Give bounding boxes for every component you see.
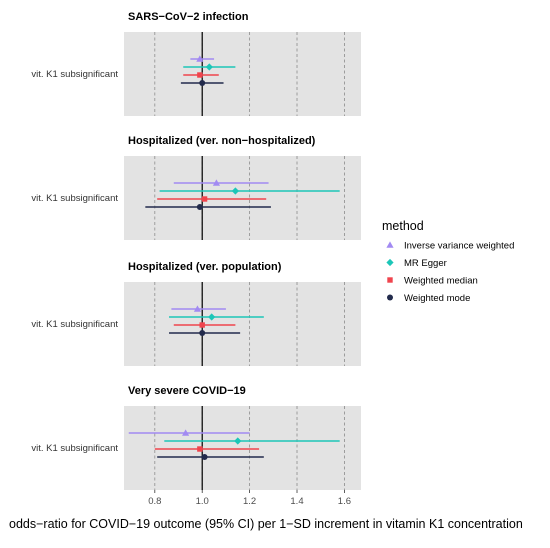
point-estimate (231, 187, 239, 195)
point-estimate (212, 179, 221, 186)
point-estimate (199, 322, 205, 328)
point-estimate (196, 204, 203, 210)
point-estimate (201, 454, 208, 460)
point-estimate (199, 330, 206, 336)
point-estimate (201, 196, 208, 202)
legend-key (386, 258, 394, 267)
row-label: vit. K1 subsignificant (31, 443, 118, 454)
panel-title: Hospitalized (ver. non−hospitalized) (128, 135, 316, 147)
x-tick-label: 1.4 (290, 496, 303, 507)
panel-background (124, 282, 361, 366)
x-tick-label: 1.0 (196, 496, 209, 507)
x-tick-label: 1.2 (243, 496, 256, 507)
panel-background (124, 156, 361, 240)
point-estimate (197, 446, 203, 452)
legend-label: Inverse variance weighted (404, 241, 514, 252)
row-label: vit. K1 subsignificant (31, 193, 118, 204)
point-estimate (196, 55, 204, 62)
point-estimate (205, 63, 213, 71)
legend-label: Weighted median (404, 276, 478, 287)
row-label: vit. K1 subsignificant (31, 69, 118, 80)
legend-label: MR Egger (404, 258, 447, 269)
point-estimate (182, 429, 190, 436)
legend-key (387, 277, 393, 283)
legend-key (387, 294, 393, 301)
panel-background (124, 32, 361, 116)
legend-title: method (382, 219, 424, 233)
panel-title: Hospitalized (ver. population) (128, 261, 282, 273)
panel-title: Very severe COVID−19 (128, 385, 246, 397)
legend-label: Weighted mode (404, 293, 470, 304)
point-estimate (208, 313, 216, 321)
x-tick-label: 1.6 (338, 496, 351, 507)
point-estimate (193, 305, 202, 312)
x-tick-label: 0.8 (148, 496, 161, 507)
panel-background (124, 406, 361, 490)
legend-key (386, 241, 394, 248)
panel-title: SARS−CoV−2 infection (128, 11, 249, 23)
row-label: vit. K1 subsignificant (31, 319, 118, 330)
point-estimate (199, 80, 206, 86)
point-estimate (234, 437, 242, 445)
x-axis-title: odds−ratio for COVID−19 outcome (95% CI)… (9, 517, 523, 531)
point-estimate (197, 72, 203, 78)
